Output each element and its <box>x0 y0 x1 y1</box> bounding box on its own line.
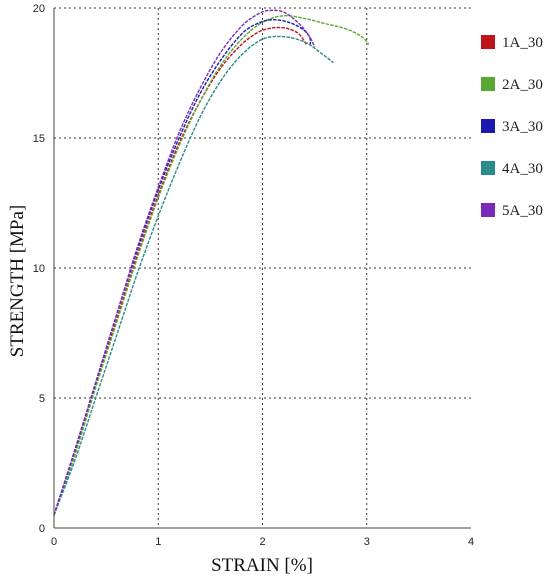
series-line-1a_30 <box>53 26 307 516</box>
y-tick-label: 10 <box>33 263 45 275</box>
legend-swatch <box>481 35 495 49</box>
series-line-5a_30 <box>53 9 316 516</box>
legend: 1A_30 2A_30 3A_30 4A_30 5A_30 <box>481 35 543 219</box>
legend-label: 4A_30 <box>502 161 543 177</box>
y-tick-label: 20 <box>33 3 45 15</box>
y-tick-label: 5 <box>39 393 45 405</box>
legend-swatch <box>481 203 495 217</box>
legend-label: 1A_30 <box>502 35 543 51</box>
x-tick-label: 1 <box>155 536 161 548</box>
y-tick-label: 0 <box>39 523 45 535</box>
legend-label: 5A_30 <box>502 203 543 219</box>
x-tick-label: 2 <box>259 536 265 548</box>
plot-frame <box>53 8 471 529</box>
x-tick-label: 3 <box>364 536 370 548</box>
x-tick-label: 0 <box>51 536 57 548</box>
series-layer <box>53 9 370 516</box>
x-axis-title: STRAIN [%] <box>211 555 313 576</box>
legend-label: 3A_30 <box>502 119 543 135</box>
series-line-4a_30 <box>53 35 334 516</box>
x-tick-label: 4 <box>468 536 474 548</box>
y-tick-label: 15 <box>33 133 45 145</box>
tick-labels: 0 1 2 3 4 0 5 10 15 20 <box>33 3 474 548</box>
y-axis-title: STRENGTH [MPa] <box>7 205 28 358</box>
grid <box>54 7 471 528</box>
legend-label: 2A_30 <box>502 77 543 93</box>
legend-swatch <box>481 77 495 91</box>
series-line-2a_30 <box>53 14 370 516</box>
legend-swatch <box>481 119 495 133</box>
legend-swatch <box>481 161 495 175</box>
series-line-3a_30 <box>53 18 312 516</box>
